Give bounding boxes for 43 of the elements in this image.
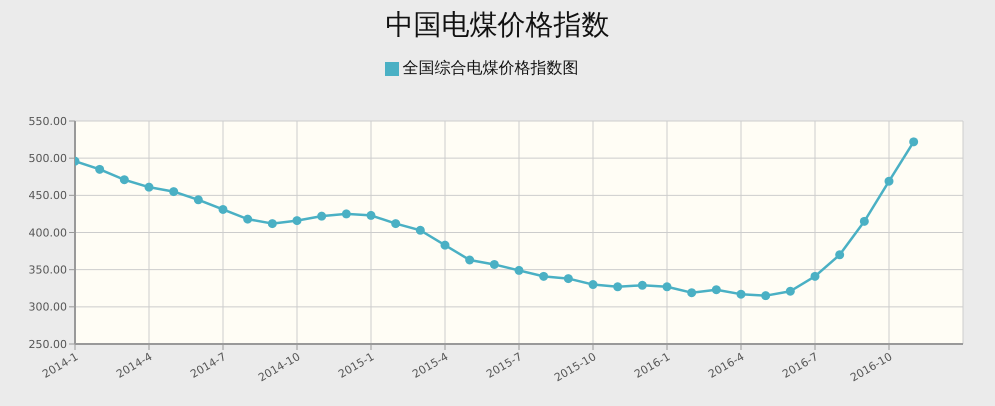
point <box>884 176 894 186</box>
point <box>440 240 450 250</box>
point <box>416 226 425 235</box>
point <box>490 260 499 269</box>
point <box>514 266 524 275</box>
y-tick-label: 550.00 <box>28 114 67 128</box>
point <box>810 272 820 281</box>
y-tick-label: 450.00 <box>28 189 67 202</box>
point <box>613 282 622 292</box>
point <box>169 187 178 196</box>
point <box>786 286 795 296</box>
point <box>761 291 770 300</box>
point <box>736 290 746 299</box>
point <box>120 175 129 184</box>
y-tick-label: 350.00 <box>28 264 67 277</box>
point <box>391 219 400 228</box>
point <box>194 195 203 204</box>
y-tick-label: 300.00 <box>28 300 67 314</box>
point <box>292 216 302 226</box>
point <box>662 282 672 292</box>
point <box>687 288 696 298</box>
point <box>218 204 228 214</box>
point <box>366 210 376 220</box>
y-tick-label: 500.00 <box>28 152 67 166</box>
point <box>268 219 277 228</box>
point <box>564 274 573 284</box>
point <box>95 164 104 174</box>
point <box>342 209 351 218</box>
point <box>317 212 326 221</box>
point <box>243 214 252 224</box>
point <box>860 216 869 226</box>
point <box>539 272 548 281</box>
chart-title: 中国电煤价格指数 <box>384 7 610 43</box>
point <box>909 137 918 146</box>
point <box>712 285 721 294</box>
point <box>835 250 844 260</box>
point <box>588 280 598 290</box>
legend-label: 全国综合电煤价格指数图 <box>402 58 578 77</box>
point <box>144 182 154 192</box>
y-tick-label: 250.00 <box>28 338 67 351</box>
y-tick-label: 400.00 <box>28 226 67 240</box>
point <box>465 256 474 265</box>
point <box>638 280 647 290</box>
